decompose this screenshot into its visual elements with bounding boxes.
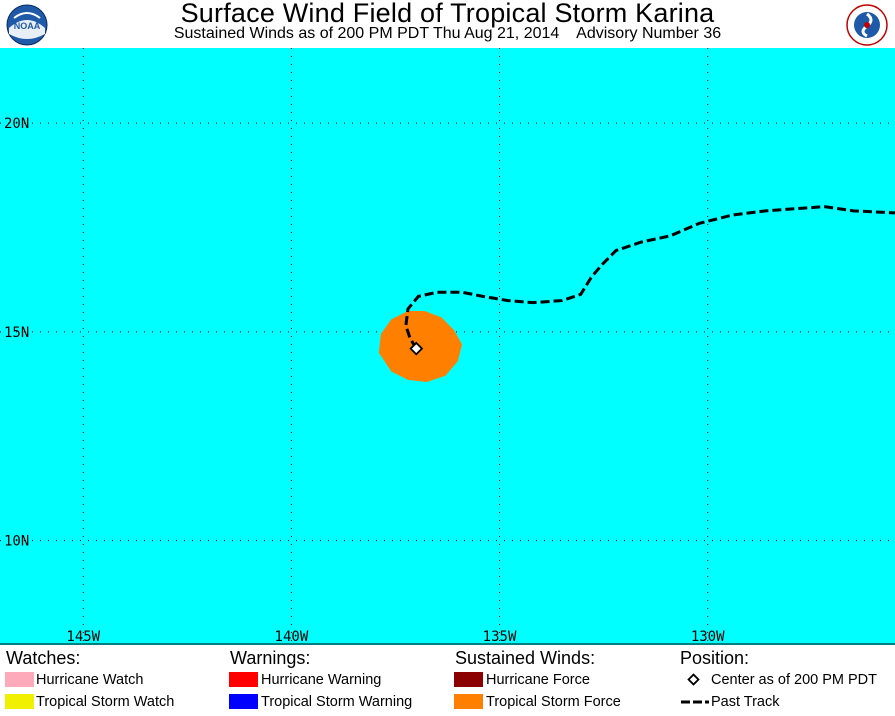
sustained-winds-heading: Sustained Winds: — [455, 648, 596, 668]
map-subtitle: Sustained Winds as of 200 PM PDT Thu Aug… — [173, 25, 722, 42]
warnings-heading: Warnings: — [230, 648, 311, 668]
longitude-label: 140W — [275, 629, 309, 645]
position-heading: Position: — [680, 648, 750, 668]
latitude-label: 20N — [4, 116, 29, 132]
tropical-storm-warning-swatch — [229, 694, 258, 709]
nws-logo — [846, 4, 888, 46]
noaa-logo: NOAA — [6, 4, 48, 46]
longitude-grid: 145W 140W 135W 130W — [66, 48, 725, 645]
map-title: Surface Wind Field of Tropical Storm Kar… — [180, 0, 715, 28]
tropical-storm-force-swatch — [454, 694, 483, 709]
longitude-label: 145W — [66, 629, 100, 645]
hurricane-warning-label: Hurricane Warning — [261, 672, 382, 688]
center-position-label: Center as of 200 PM PDT — [711, 672, 878, 688]
svg-text:NOAA: NOAA — [14, 21, 41, 31]
hurricane-watch-label: Hurricane Watch — [36, 672, 144, 688]
tropical-storm-force-label: Tropical Storm Force — [486, 694, 621, 710]
hurricane-watch-swatch — [5, 672, 34, 687]
storm-center-marker — [409, 341, 424, 356]
hurricane-force-swatch — [454, 672, 483, 687]
storm-map: 20N 15N 10N 145W 140W 135W 130W — [0, 48, 895, 645]
tropical-storm-warning-label: Tropical Storm Warning — [261, 694, 413, 710]
watches-heading: Watches: — [6, 648, 81, 668]
center-diamond-icon — [687, 673, 700, 686]
tropical-storm-watch-label: Tropical Storm Watch — [36, 694, 175, 710]
past-track-label: Past Track — [711, 694, 780, 710]
latitude-grid: 20N 15N 10N — [0, 116, 895, 550]
header: NOAA Surface Wind Field of Tropical Stor… — [0, 0, 895, 48]
latitude-label: 15N — [4, 325, 29, 341]
tropical-storm-watch-swatch — [5, 694, 34, 709]
longitude-label: 135W — [483, 629, 517, 645]
hurricane-force-label: Hurricane Force — [486, 672, 590, 688]
longitude-label: 130W — [691, 629, 725, 645]
hurricane-warning-swatch — [229, 672, 258, 687]
latitude-label: 10N — [4, 534, 29, 550]
past-track-icon — [681, 700, 709, 704]
legend: Watches: Hurricane Watch Tropical Storm … — [0, 645, 895, 716]
past-track-line — [404, 205, 895, 350]
